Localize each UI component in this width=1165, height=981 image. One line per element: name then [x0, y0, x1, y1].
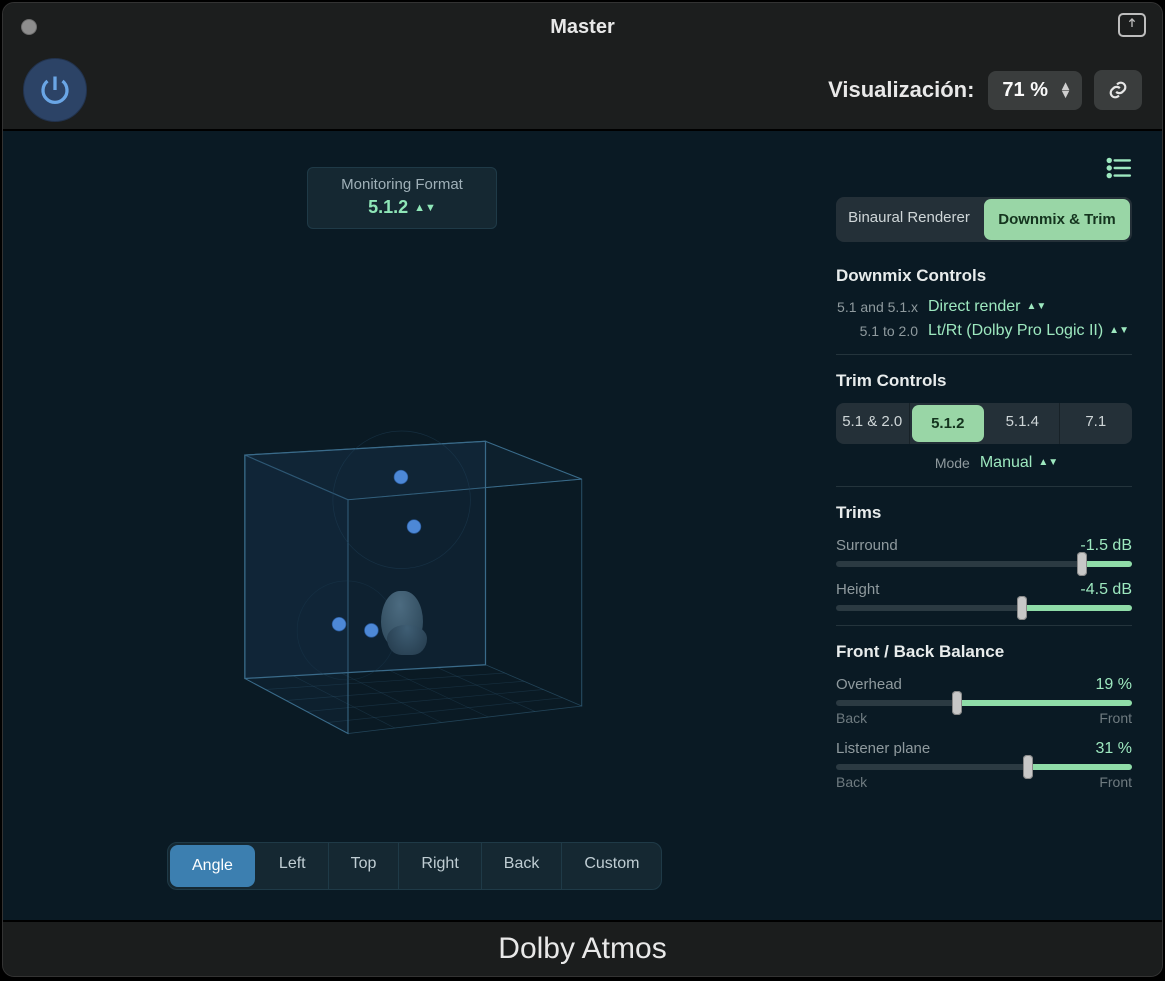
- chevron-updown-icon: ▲▼: [1059, 82, 1072, 98]
- front-back-balance-heading: Front / Back Balance: [836, 642, 1132, 662]
- view-tab-back[interactable]: Back: [482, 843, 563, 889]
- controls-panel: Binaural RendererDownmix & Trim Downmix …: [822, 131, 1162, 920]
- downmix-51-select[interactable]: 5.1 and 5.1.x Direct render▲▼: [836, 298, 1132, 316]
- trim-tab-5-1-2-0[interactable]: 5.1 & 2.0: [836, 403, 910, 444]
- visualization-value: 71 %: [1002, 79, 1048, 101]
- surround-trim-slider[interactable]: Surround-1.5 dB: [836, 537, 1132, 567]
- panel-tabs: Binaural RendererDownmix & Trim: [836, 197, 1132, 242]
- monitoring-format-select[interactable]: Monitoring Format 5.1.2 ▲▼: [307, 167, 497, 229]
- plugin-header: Visualización: 71 % ▲▼: [3, 51, 1162, 129]
- downmix-controls-heading: Downmix Controls: [836, 266, 1132, 286]
- plugin-footer: Dolby Atmos: [3, 920, 1162, 976]
- plugin-window: Master Visualización: 71 % ▲▼ Monitoring…: [2, 2, 1163, 977]
- room-3d-view[interactable]: [103, 321, 703, 761]
- power-button[interactable]: [23, 58, 87, 122]
- brand-label: Dolby Atmos: [498, 932, 666, 966]
- room-viewer[interactable]: Monitoring Format 5.1.2 ▲▼ AngleLeftTopRi…: [3, 131, 822, 920]
- monitoring-format-label: Monitoring Format: [308, 176, 496, 193]
- downmix-20-select[interactable]: 5.1 to 2.0 Lt/Rt (Dolby Pro Logic II)▲▼: [836, 322, 1132, 340]
- view-tab-right[interactable]: Right: [399, 843, 481, 889]
- export-icon[interactable]: [1118, 13, 1146, 37]
- listener-plane-balance-slider[interactable]: Listener plane31 % BackFront: [836, 740, 1132, 790]
- titlebar: Master: [3, 3, 1162, 51]
- trim-controls-heading: Trim Controls: [836, 371, 1132, 391]
- listener-head-icon: [381, 591, 423, 647]
- overhead-balance-slider[interactable]: Overhead19 % BackFront: [836, 676, 1132, 726]
- window-title: Master: [3, 16, 1162, 39]
- chevron-updown-icon: ▲▼: [1038, 459, 1058, 466]
- divider: [836, 354, 1132, 355]
- visualization-label: Visualización:: [828, 77, 974, 103]
- panel-tab-binaural-renderer[interactable]: Binaural Renderer: [836, 197, 982, 242]
- chevron-updown-icon: ▲▼: [1109, 327, 1129, 334]
- view-tab-top[interactable]: Top: [329, 843, 400, 889]
- chevron-updown-icon: ▲▼: [1026, 303, 1046, 310]
- view-angle-tabs: AngleLeftTopRightBackCustom: [167, 842, 662, 890]
- trim-tab-5-1-2[interactable]: 5.1.2: [912, 405, 985, 442]
- panel-tab-downmix-trim[interactable]: Downmix & Trim: [984, 199, 1130, 240]
- visualization-select[interactable]: 71 % ▲▼: [988, 71, 1082, 110]
- trim-tab-7-1[interactable]: 7.1: [1060, 403, 1133, 444]
- list-icon[interactable]: [1106, 157, 1132, 183]
- trim-mode-select[interactable]: Mode Manual▲▼: [836, 454, 1132, 472]
- height-trim-slider[interactable]: Height-4.5 dB: [836, 581, 1132, 611]
- view-tab-custom[interactable]: Custom: [562, 843, 661, 889]
- divider: [836, 486, 1132, 487]
- view-tab-left[interactable]: Left: [257, 843, 329, 889]
- monitoring-format-value: 5.1.2: [368, 197, 408, 217]
- link-button[interactable]: [1094, 70, 1142, 110]
- trim-tab-5-1-4[interactable]: 5.1.4: [986, 403, 1060, 444]
- trim-format-tabs: 5.1 & 2.05.1.25.1.47.1: [836, 403, 1132, 444]
- chevron-updown-icon: ▲▼: [414, 204, 436, 212]
- trims-heading: Trims: [836, 503, 1132, 523]
- plugin-body: Monitoring Format 5.1.2 ▲▼ AngleLeftTopRi…: [3, 129, 1162, 920]
- view-tab-angle[interactable]: Angle: [170, 845, 255, 887]
- divider: [836, 625, 1132, 626]
